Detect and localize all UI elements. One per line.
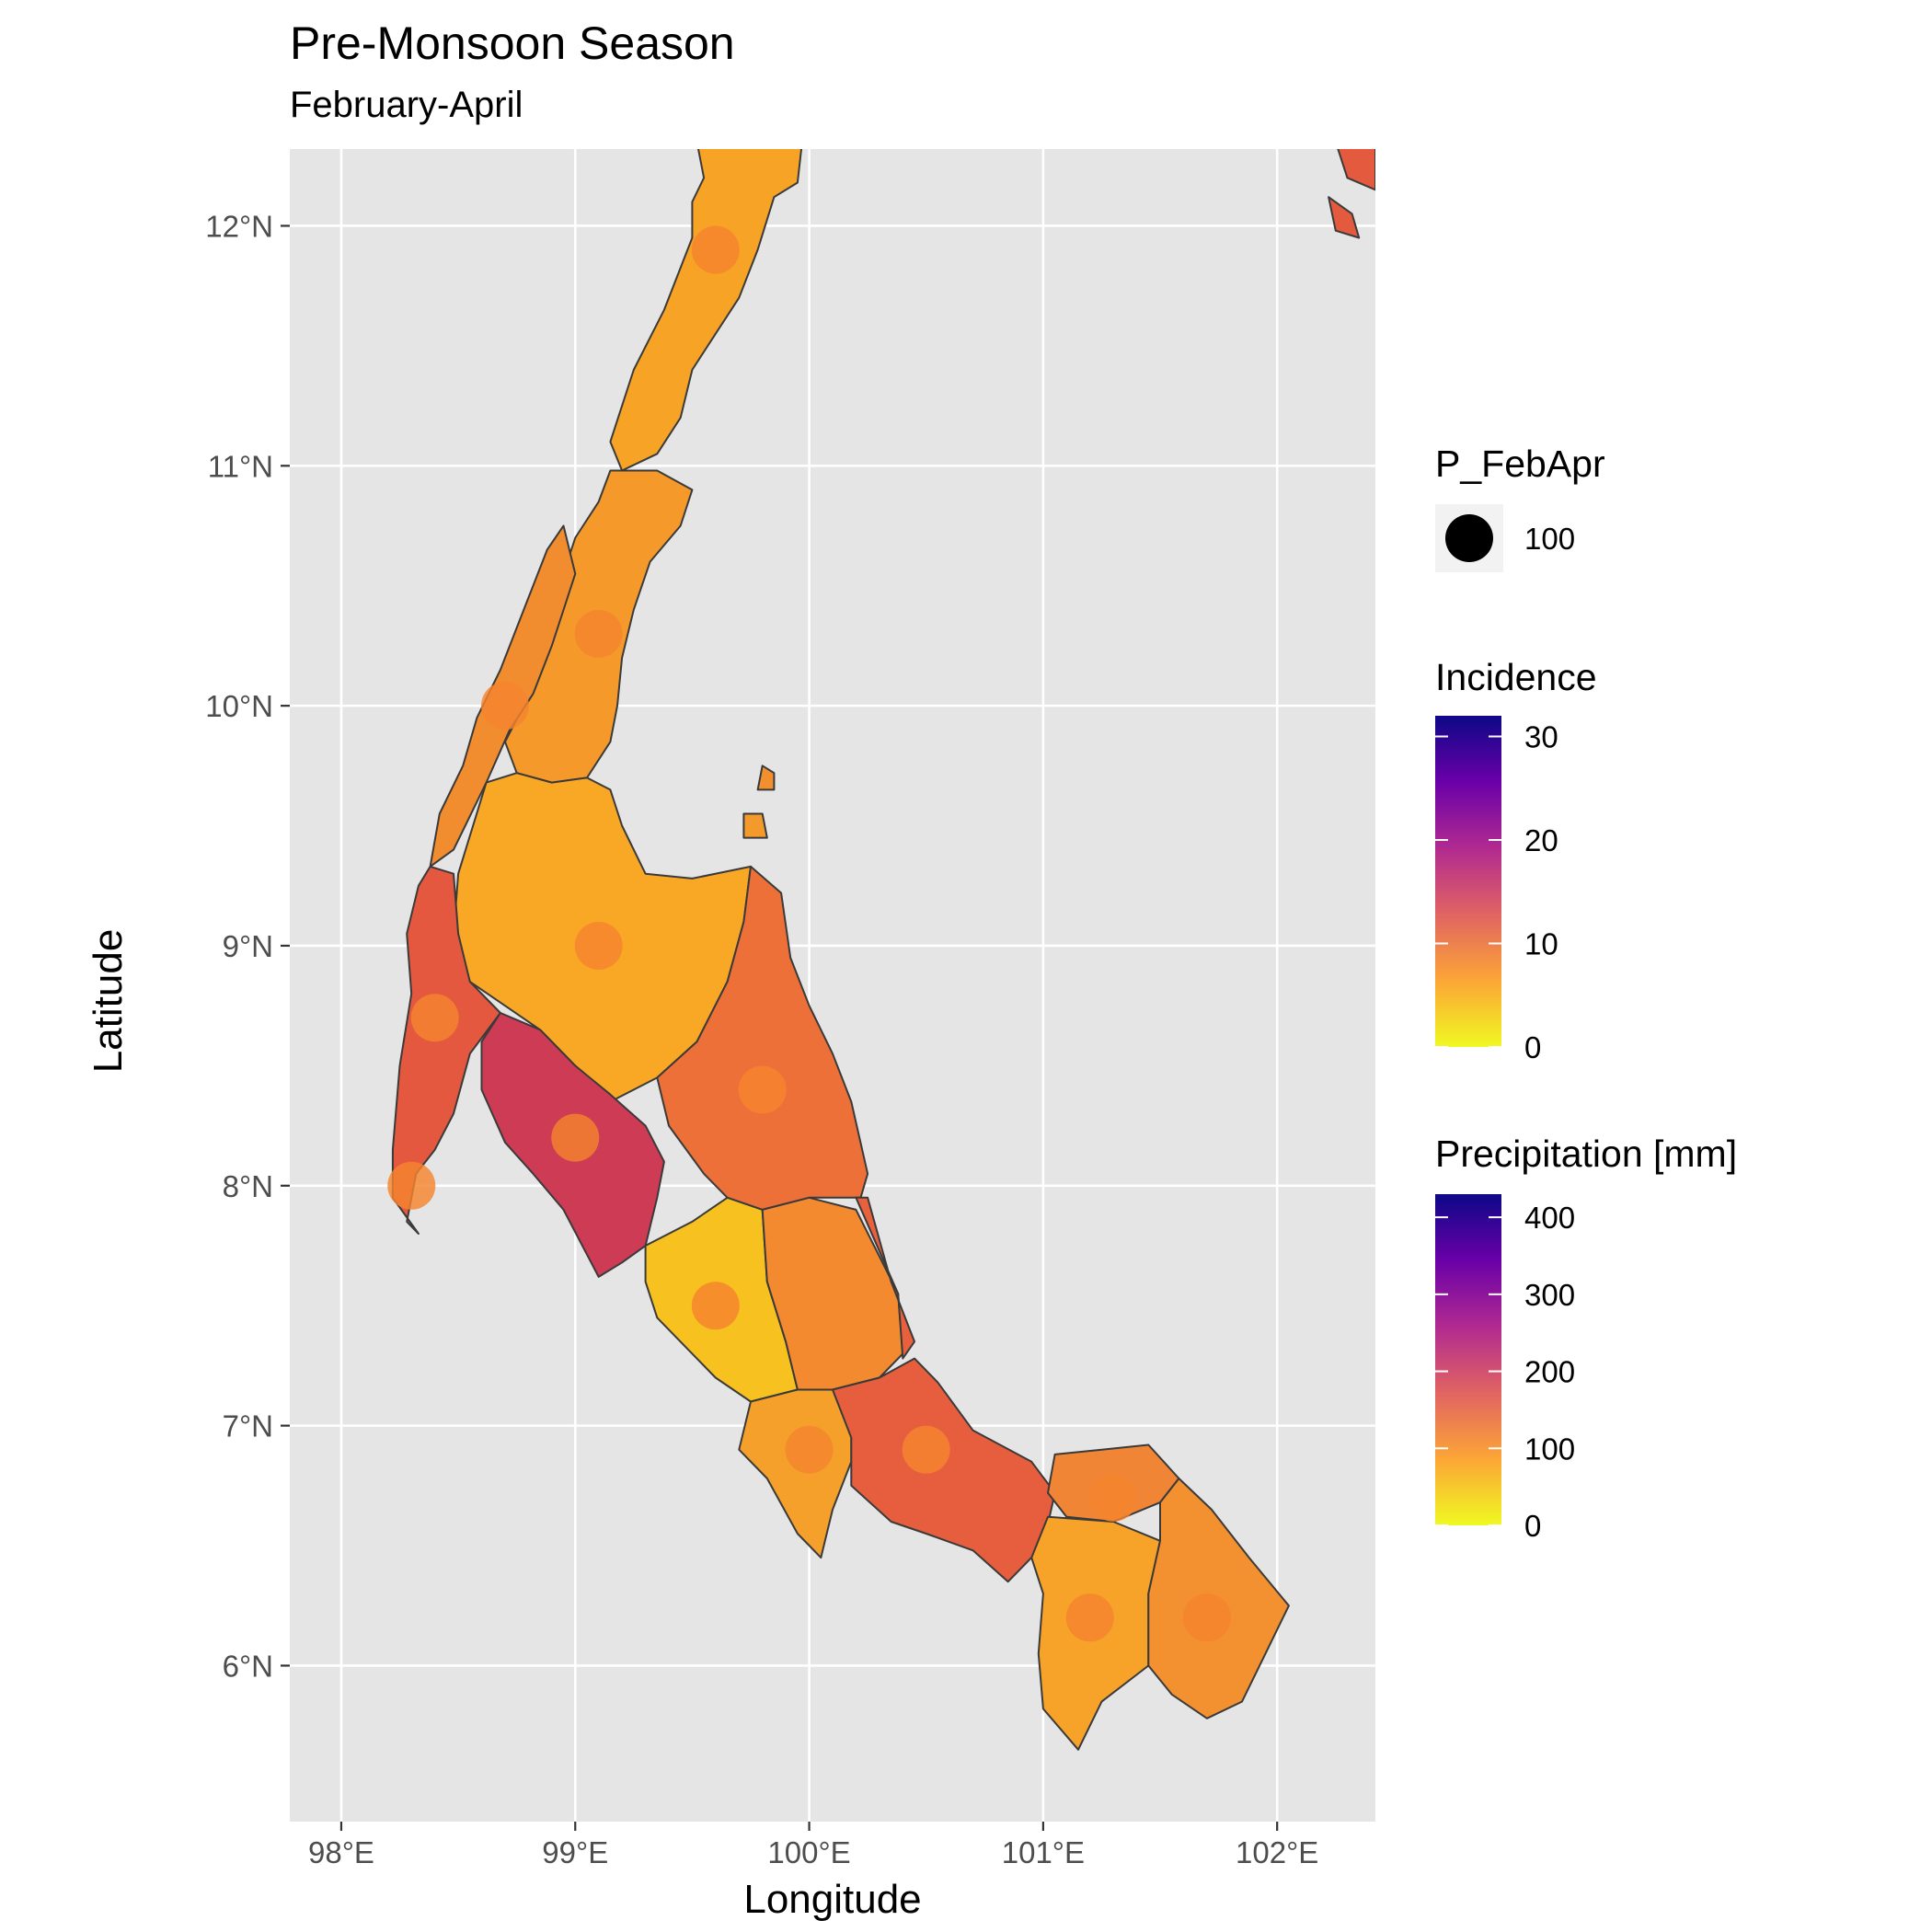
x-axis-title: Longitude (743, 1877, 922, 1922)
province-region (855, 1196, 915, 1360)
precipitation-point (1089, 1473, 1138, 1522)
legend-size-label: 100 (1524, 522, 1575, 556)
province-region (756, 765, 776, 791)
legend-precipitation-label: 400 (1524, 1201, 1575, 1235)
precipitation-point (691, 225, 740, 274)
legend-precipitation-bar (1435, 1194, 1501, 1525)
chart-title: Pre-Monsoon Season (290, 17, 735, 69)
legend-precipitation-label: 100 (1524, 1432, 1575, 1466)
province-region (1328, 196, 1361, 239)
x-tick-label: 100°E (767, 1835, 850, 1869)
x-tick-label: 99°E (542, 1835, 608, 1869)
precipitation-point (410, 994, 459, 1042)
y-tick-label: 8°N (223, 1169, 273, 1203)
legend-incidence-label: 0 (1524, 1030, 1541, 1064)
legend-size-point (1445, 514, 1493, 562)
province-region (1337, 149, 1375, 191)
y-tick-label: 9°N (223, 929, 273, 963)
legend-precipitation-title: Precipitation [mm] (1435, 1133, 1737, 1175)
legend-incidence-label: 20 (1524, 823, 1558, 857)
precipitation-point (480, 682, 529, 730)
legend-size-title: P_FebApr (1435, 443, 1605, 485)
province-region (609, 149, 803, 472)
legend-precipitation-label: 300 (1524, 1278, 1575, 1312)
legend-precipitation-label: 0 (1524, 1509, 1541, 1543)
x-tick-label: 98°E (308, 1835, 374, 1869)
x-tick-label: 102°E (1236, 1835, 1318, 1869)
y-tick-label: 12°N (205, 209, 273, 243)
precipitation-point (387, 1161, 436, 1210)
map-layer (387, 149, 1375, 1751)
legend-incidence-bar (1435, 716, 1501, 1047)
y-axis-title: Latitude (86, 928, 131, 1074)
legend-precipitation-label: 200 (1524, 1355, 1575, 1389)
precipitation-point (902, 1425, 950, 1474)
precipitation-point (1182, 1593, 1231, 1642)
legend-incidence-title: Incidence (1435, 656, 1597, 698)
precipitation-point (1065, 1593, 1114, 1642)
province-region (742, 812, 768, 839)
precipitation-point (691, 1282, 740, 1330)
precipitation-point (574, 921, 623, 970)
y-tick-label: 10°N (205, 689, 273, 723)
chart-subtitle: February-April (290, 85, 523, 125)
y-tick-label: 6°N (223, 1649, 273, 1683)
legend-incidence-label: 30 (1524, 720, 1558, 754)
precipitation-point (574, 609, 623, 658)
legend-incidence-label: 10 (1524, 927, 1558, 961)
x-tick-label: 101°E (1002, 1835, 1085, 1869)
precipitation-point (785, 1425, 834, 1474)
precipitation-point (551, 1113, 600, 1162)
y-tick-label: 11°N (208, 449, 273, 483)
precipitation-point (738, 1065, 787, 1114)
y-tick-label: 7°N (223, 1409, 273, 1443)
